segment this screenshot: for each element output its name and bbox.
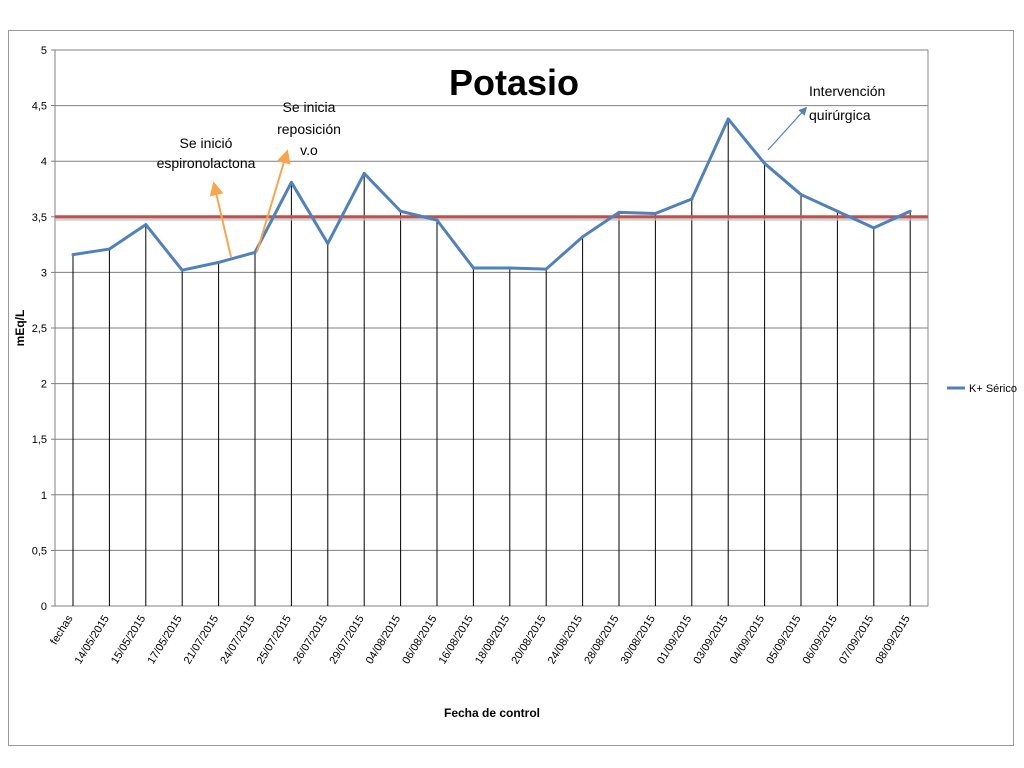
data-point — [253, 250, 257, 254]
data-point — [908, 209, 912, 213]
y-tick-label: 0 — [41, 601, 47, 613]
annotation-reposicion: Se inicia — [283, 99, 336, 115]
x-tick-label: 15/05/2015 — [109, 613, 148, 666]
x-tick-label: 17/05/2015 — [145, 613, 184, 666]
data-point — [362, 171, 366, 175]
data-point — [180, 268, 184, 272]
x-tick-label: 08/09/2015 — [873, 613, 912, 666]
data-point — [763, 161, 767, 165]
x-tick-label: 21/07/2015 — [182, 613, 221, 666]
data-point — [399, 209, 403, 213]
x-tick-label: 26/07/2015 — [291, 613, 330, 666]
y-tick-label: 2,5 — [32, 323, 47, 335]
annotation-arrow-reposicion — [256, 149, 291, 253]
annotation-arrow-intervencion — [767, 106, 808, 151]
x-tick-label: 18/08/2015 — [473, 613, 512, 666]
annotation-espironolactona: espironolactona — [157, 155, 256, 171]
legend-label: K+ Sérico — [969, 383, 1017, 395]
x-tick-label: 28/08/2015 — [582, 613, 621, 666]
data-point — [144, 223, 148, 227]
x-tick-label: 04/09/2015 — [728, 613, 767, 666]
series-line — [72, 117, 911, 272]
data-point — [581, 235, 585, 239]
data-point — [107, 247, 111, 251]
y-tick-label: 3,5 — [32, 212, 47, 224]
x-tick-label: 04/08/2015 — [364, 613, 403, 666]
x-tick-label: fechas — [48, 613, 76, 647]
chart-title: Potasio — [449, 62, 579, 103]
y-tick-label: 5 — [41, 45, 47, 57]
data-point — [872, 226, 876, 230]
x-tick-label: 20/08/2015 — [509, 613, 548, 666]
x-tick-label: 29/07/2015 — [327, 613, 366, 666]
annotation-arrow-espironolactona — [209, 181, 232, 258]
x-axis-title: Fecha de control — [444, 706, 540, 720]
data-point — [653, 211, 657, 215]
data-point — [617, 210, 621, 214]
y-tick-label: 1 — [41, 490, 47, 502]
annotation-intervencion: quirúrgica — [809, 107, 871, 123]
x-tick-label: 05/09/2015 — [764, 613, 803, 666]
x-tick-label: 06/08/2015 — [400, 613, 439, 666]
annotation-espironolactona: Se inició — [180, 135, 233, 151]
data-point — [471, 266, 475, 270]
data-point — [508, 266, 512, 270]
data-point — [835, 209, 839, 213]
y-tick-label: 4,5 — [32, 101, 47, 113]
chart-frame — [8, 30, 1014, 746]
y-axis-title: mEq/L — [13, 310, 27, 347]
x-tick-label: 14/05/2015 — [73, 613, 112, 666]
x-tick-label: 01/09/2015 — [655, 613, 694, 666]
x-tick-label: 16/08/2015 — [437, 613, 476, 666]
y-tick-label: 3 — [41, 267, 47, 279]
y-tick-label: 1,5 — [32, 434, 47, 446]
data-point — [544, 267, 548, 271]
x-tick-label: 06/09/2015 — [801, 613, 840, 666]
x-tick-label: 24/07/2015 — [218, 613, 257, 666]
x-tick-label: 30/08/2015 — [619, 613, 658, 666]
data-point — [799, 193, 803, 197]
data-point — [289, 180, 293, 184]
y-tick-label: 4 — [41, 156, 47, 168]
annotation-intervencion: Intervención — [809, 83, 885, 99]
data-point — [435, 218, 439, 222]
x-tick-label: 25/07/2015 — [255, 613, 294, 666]
data-point — [71, 253, 75, 257]
y-tick-label: 2 — [41, 379, 47, 391]
y-tick-label: 0,5 — [32, 545, 47, 557]
x-tick-label: 03/09/2015 — [691, 613, 730, 666]
data-point — [726, 117, 730, 121]
x-tick-label: 07/09/2015 — [837, 613, 876, 666]
data-point — [217, 260, 221, 264]
annotation-reposicion: v.o — [300, 142, 318, 158]
annotation-reposicion: reposición — [277, 121, 341, 137]
x-tick-label: 24/08/2015 — [546, 613, 585, 666]
data-point — [326, 241, 330, 245]
data-point — [690, 197, 694, 201]
